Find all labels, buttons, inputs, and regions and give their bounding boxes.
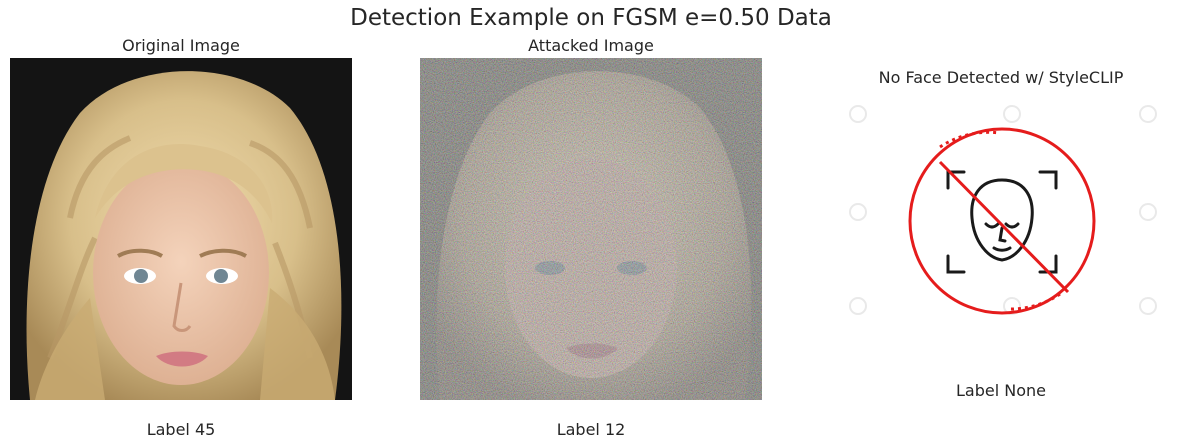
detection-result-label: Label None xyxy=(956,381,1046,400)
original-image-title: Original Image xyxy=(122,36,240,55)
attacked-image-label: Label 12 xyxy=(556,420,626,439)
no-face-icon xyxy=(830,92,1172,362)
attacked-face-illustration xyxy=(420,58,762,400)
detection-result-title: No Face Detected w/ StyleCLIP xyxy=(878,68,1124,87)
original-image-label: Label 45 xyxy=(146,420,216,439)
original-face-illustration xyxy=(10,58,352,400)
original-image xyxy=(10,58,352,400)
attacked-image xyxy=(420,58,762,400)
attacked-image-title: Attacked Image xyxy=(528,36,654,55)
no-face-detected-image xyxy=(830,92,1172,362)
figure-title: Detection Example on FGSM e=0.50 Data xyxy=(350,5,832,31)
